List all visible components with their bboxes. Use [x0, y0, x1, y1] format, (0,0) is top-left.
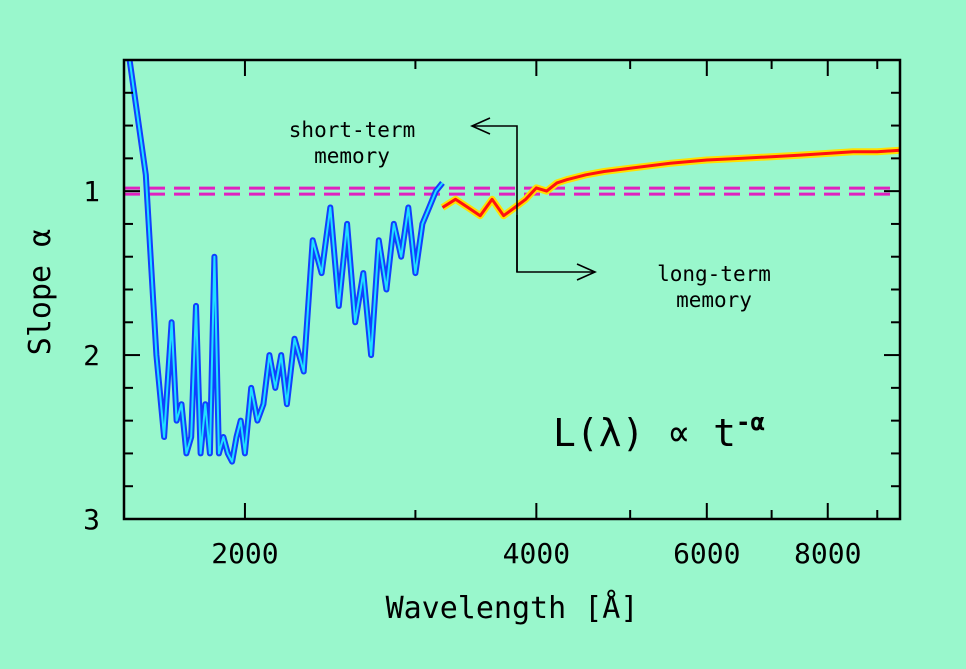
x-tick-label: 6000 [673, 537, 740, 570]
x-tick-label: 2000 [211, 537, 278, 570]
x-tick-label: 4000 [503, 537, 570, 570]
optical-series-glow [440, 146, 901, 220]
axis-ticks: 2000 4000 6000 8000 1 2 3 [83, 59, 900, 570]
memory-arrows [470, 117, 597, 281]
x-axis-title: Wavelength [Å] [386, 590, 639, 626]
annotation-long-term-line2: memory [676, 288, 752, 312]
long-term-arrow [516, 215, 595, 273]
annotation-short-term-line1: short-term [289, 118, 415, 142]
y-tick-label: 2 [83, 339, 100, 372]
y-axis-title: Slope α [23, 229, 58, 355]
annotation-long-term-line1: long-term [657, 262, 771, 286]
plot-marks [124, 59, 901, 465]
short-term-arrowhead [470, 117, 491, 135]
uv-series-line-inner [128, 59, 444, 463]
formula-base: L(λ) ∝ t [553, 411, 736, 455]
plot-frame [122, 58, 902, 521]
formula-annotation: L(λ) ∝ t-α [553, 408, 765, 455]
annotation-short-term-line2: memory [314, 144, 390, 168]
formula-exponent: -α [736, 408, 765, 436]
y-tick-label: 3 [83, 503, 100, 536]
long-term-arrowhead [576, 263, 597, 281]
x-tick-label: 8000 [794, 537, 861, 570]
optical-series-line [441, 148, 901, 218]
y-tick-label: 1 [83, 175, 100, 208]
